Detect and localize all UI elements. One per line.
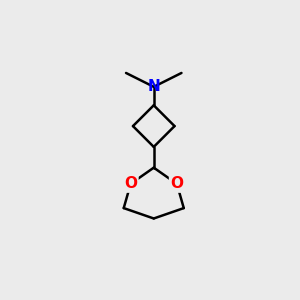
Text: O: O [170, 176, 183, 191]
Text: N: N [147, 79, 160, 94]
Text: O: O [124, 176, 137, 191]
